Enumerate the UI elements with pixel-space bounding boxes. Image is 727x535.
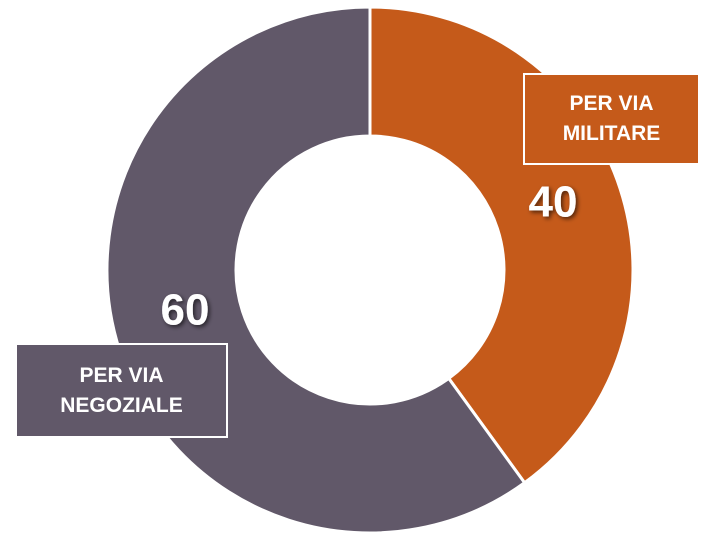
category-label: PER VIA NEGOZIALE bbox=[15, 343, 228, 438]
value-label: 60 bbox=[161, 286, 210, 335]
value-label: 40 bbox=[529, 178, 578, 227]
category-label: PER VIA MILITARE bbox=[523, 73, 700, 165]
